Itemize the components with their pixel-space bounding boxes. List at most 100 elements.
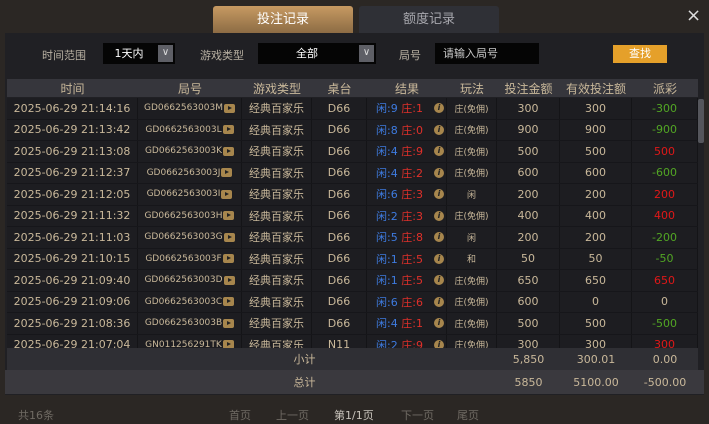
- cell-round-id: GN011256291TK: [138, 334, 242, 355]
- play-video-icon[interactable]: [223, 211, 235, 221]
- banker-score: 2: [415, 166, 423, 180]
- table-row: 2025-06-29 21:13:42 GD0662563003L 经典百家乐 …: [7, 119, 698, 141]
- cell-game-type: 经典百家乐: [242, 227, 312, 248]
- cell-round-id: GD0662563003M: [138, 98, 242, 119]
- first-page-link[interactable]: 首页: [229, 409, 251, 422]
- game-type-select[interactable]: 全部 ∨: [258, 43, 376, 64]
- search-button[interactable]: 查找: [613, 45, 667, 63]
- tab-credit-records[interactable]: 额度记录: [359, 6, 499, 34]
- play-video-icon[interactable]: [223, 232, 235, 242]
- cell-table: D66: [312, 270, 367, 291]
- info-icon[interactable]: i: [434, 318, 444, 329]
- play-video-icon[interactable]: [223, 318, 235, 328]
- cell-play: 庄(免佣): [447, 270, 497, 291]
- cell-time: 2025-06-29 21:11:32: [7, 205, 138, 226]
- play-video-icon[interactable]: [223, 275, 235, 285]
- player-label: 闲: [376, 123, 388, 137]
- banker-score: 9: [415, 338, 423, 352]
- close-icon[interactable]: ×: [686, 5, 702, 26]
- banker-score: 3: [415, 209, 423, 223]
- play-video-icon[interactable]: [221, 168, 233, 178]
- subtotal-bet: 5,850: [512, 352, 545, 366]
- play-video-icon[interactable]: [222, 125, 234, 135]
- cell-payout: 200: [632, 184, 698, 205]
- cell-round-id: GD0662563003F: [138, 248, 242, 269]
- cell-payout: -500: [632, 313, 698, 334]
- total-row: 总计 5850 5100.00 -500.00: [5, 370, 704, 394]
- info-icon[interactable]: i: [434, 275, 444, 286]
- cell-payout: 650: [632, 270, 698, 291]
- scrollbar[interactable]: [698, 99, 704, 143]
- table-row: 2025-06-29 21:14:16 GD0662563003M 经典百家乐 …: [7, 98, 698, 120]
- banker-score: 6: [415, 295, 423, 309]
- prev-page-link[interactable]: 上一页: [276, 409, 309, 422]
- play-video-icon[interactable]: [222, 340, 234, 350]
- info-icon[interactable]: i: [434, 124, 444, 135]
- cell-result: 闲:4 庄:2 i: [367, 162, 447, 183]
- column-header-round-id: 局号: [177, 81, 202, 96]
- filter-bar: 时间范围 1天内 ∨ 游戏类型 全部 ∨ 局号 请输入局号 查找: [5, 43, 704, 66]
- player-label: 闲: [376, 231, 388, 245]
- cell-table: D66: [312, 227, 367, 248]
- player-label: 闲: [376, 274, 388, 288]
- round-input[interactable]: 请输入局号: [435, 43, 539, 64]
- banker-label: 庄: [401, 338, 413, 352]
- cell-play: 庄(免佣): [447, 162, 497, 183]
- cell-result: 闲:8 庄:0 i: [367, 119, 447, 140]
- cell-play: 庄(免佣): [447, 334, 497, 355]
- cell-result: 闲:4 庄:1 i: [367, 313, 447, 334]
- info-icon[interactable]: i: [434, 146, 444, 157]
- round-id-text: GD0662563003D: [144, 275, 223, 286]
- subtotal-row: 小计 5,850 300.01 0.00: [7, 348, 698, 370]
- banker-label: 庄: [401, 166, 413, 180]
- record-count: 共16条: [18, 409, 54, 422]
- play-video-icon[interactable]: [222, 254, 234, 264]
- cell-valid: 500: [560, 313, 632, 334]
- cell-round-id: GD0662563003D: [138, 270, 242, 291]
- player-score: 1: [390, 252, 398, 266]
- banker-score: 1: [415, 102, 423, 116]
- next-page-link[interactable]: 下一页: [401, 409, 434, 422]
- info-icon[interactable]: i: [434, 210, 444, 221]
- column-header-payout: 派彩: [652, 81, 677, 96]
- banker-score: 5: [415, 274, 423, 288]
- cell-payout: -200: [632, 227, 698, 248]
- banker-label: 庄: [401, 295, 413, 309]
- cell-play: 闲: [447, 184, 497, 205]
- round-id-text: GD0662563003C: [144, 296, 223, 307]
- info-icon[interactable]: i: [434, 167, 444, 178]
- table-row: 2025-06-29 21:11:32 GD0662563003H 经典百家乐 …: [7, 205, 698, 227]
- player-score: 5: [390, 231, 398, 245]
- info-icon[interactable]: i: [434, 296, 444, 307]
- cell-bet: 50: [497, 248, 560, 269]
- info-icon[interactable]: i: [434, 339, 444, 350]
- info-icon[interactable]: i: [434, 232, 444, 243]
- info-icon[interactable]: i: [434, 103, 444, 114]
- table-row: 2025-06-29 21:13:08 GD0662563003K 经典百家乐 …: [7, 141, 698, 163]
- banker-label: 庄: [401, 145, 413, 159]
- cell-table: D66: [312, 162, 367, 183]
- play-video-icon[interactable]: [223, 297, 235, 307]
- banker-score: 5: [415, 252, 423, 266]
- cell-bet: 900: [497, 119, 560, 140]
- info-icon[interactable]: i: [434, 189, 444, 200]
- play-video-icon[interactable]: [221, 189, 233, 199]
- cell-game-type: 经典百家乐: [242, 270, 312, 291]
- play-video-icon[interactable]: [223, 103, 235, 113]
- time-range-label: 时间范围: [42, 49, 86, 62]
- last-page-link[interactable]: 尾页: [457, 409, 479, 422]
- cell-round-id: GD0662563003J: [138, 162, 242, 183]
- info-icon[interactable]: i: [434, 253, 444, 264]
- cell-play: 庄(免佣): [447, 98, 497, 119]
- cell-time: 2025-06-29 21:12:05: [7, 184, 138, 205]
- round-id-text: GD0662563003K: [144, 146, 223, 157]
- play-video-icon[interactable]: [223, 146, 235, 156]
- cell-time: 2025-06-29 21:08:36: [7, 313, 138, 334]
- cell-valid: 650: [560, 270, 632, 291]
- cell-time: 2025-06-29 21:13:42: [7, 119, 138, 140]
- cell-payout: 0: [632, 291, 698, 312]
- banker-label: 庄: [401, 252, 413, 266]
- tab-bet-records[interactable]: 投注记录: [213, 6, 353, 34]
- time-range-select[interactable]: 1天内 ∨: [103, 43, 175, 64]
- player-label: 闲: [376, 166, 388, 180]
